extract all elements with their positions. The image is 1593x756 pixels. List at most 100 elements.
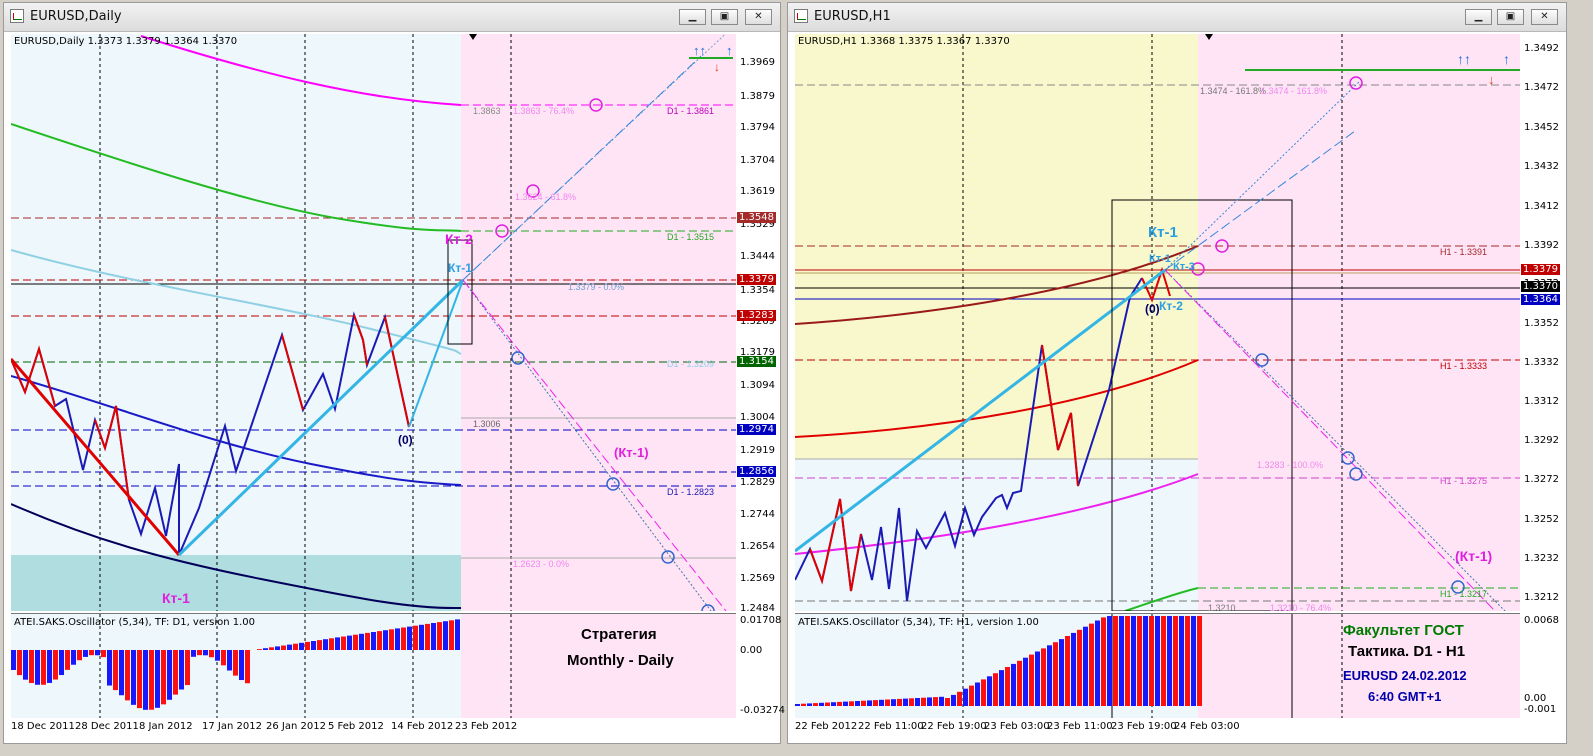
oscillator-bar	[1083, 626, 1088, 706]
price-axis-left[interactable]: 1.3969 1.3879 1.3794 1.3704 1.3619 1.352…	[737, 34, 782, 614]
symbol-date: EURUSD 24.02.2012	[1343, 668, 1467, 683]
oscillator-bar	[843, 701, 848, 706]
symbol-info: EURUSD,Daily 1.3373 1.3379 1.3364 1.3370	[14, 36, 238, 47]
oscillator-bar	[203, 650, 208, 656]
down-arrow-icon: ↓	[714, 60, 720, 74]
maximize-icon: ▣	[719, 11, 730, 22]
minimize-button[interactable]: ▁	[1465, 9, 1492, 25]
x-tick: 5 Feb 2012	[328, 721, 384, 732]
price-chart-left[interactable]: ↑↑ ↑ ↓ 1.3863 1.3863 - 76.4% D1 - 1.3861…	[11, 34, 736, 611]
oscillator-bar	[53, 650, 58, 680]
level-label: H1 - 1.3275	[1440, 476, 1487, 486]
oscillator-bar	[173, 650, 178, 695]
oscillator-bar	[879, 699, 884, 706]
faculty-title: Факультет ГОСТ	[1343, 622, 1464, 639]
close-button[interactable]: ✕	[745, 9, 772, 25]
oscillator-bar	[287, 644, 292, 650]
price-tag: 1.3364	[1521, 294, 1560, 305]
title-bar[interactable]: EURUSD,H1 ▁ ▣ ✕	[788, 3, 1566, 32]
close-button[interactable]: ✕	[1531, 9, 1558, 25]
oscillator-bar	[185, 650, 190, 686]
oscillator-bar	[455, 619, 460, 650]
oscillator-bar	[897, 698, 902, 706]
y-tick: 1.3232	[1524, 553, 1559, 564]
level-label: 1.3474 - 161.8%	[1200, 86, 1266, 96]
oscillator-bar	[1107, 616, 1112, 706]
y-tick: 1.3352	[1524, 318, 1559, 329]
oscillator-bar	[41, 650, 46, 685]
strategy-title: Стратегия	[581, 626, 657, 643]
chart-window-right[interactable]: EURUSD,H1 ▁ ▣ ✕	[787, 2, 1567, 744]
oscillator-bar	[939, 696, 944, 706]
time-axis-left[interactable]: 18 Dec 2011 28 Dec 2011 8 Jan 2012 17 Ja…	[11, 719, 736, 739]
oscillator-bar	[999, 670, 1004, 706]
oscillator-bar	[269, 647, 274, 650]
oscillator-bar	[873, 700, 878, 706]
close-icon: ✕	[754, 11, 763, 22]
price-chart-right[interactable]: ↑↑ ↑ ↓ 1.3474 - 161.8% 1.3474 - 161.8% H…	[795, 34, 1520, 611]
oscillator-pane-left[interactable]: ATEI.SAKS.Oscillator (5,34), TF: D1, ver…	[11, 613, 736, 718]
y-tick: 1.3332	[1524, 357, 1559, 368]
maximize-button[interactable]: ▣	[711, 9, 738, 25]
minimize-button[interactable]: ▁	[679, 9, 706, 25]
oscillator-bar	[1047, 645, 1052, 706]
time-label: 6:40 GMT+1	[1368, 689, 1442, 704]
level-label: 1.3210 - 76.4%	[1270, 603, 1331, 611]
oscillator-bar	[1119, 616, 1124, 706]
price-axis-right[interactable]: 1.3492 1.3472 1.3452 1.3432 1.3412 1.339…	[1521, 34, 1566, 611]
x-tick: 22 Feb 2012	[795, 721, 858, 732]
y-tick: 1.3179	[740, 347, 775, 358]
oscillator-bar	[365, 632, 370, 650]
oscillator-bar	[795, 704, 800, 706]
window-title: EURUSD,H1	[814, 9, 891, 24]
svg-text:↑↑: ↑↑	[693, 43, 706, 58]
oscillator-bar	[1023, 657, 1028, 706]
level-label: D1 - 1.3209	[667, 359, 714, 369]
y-tick: 1.3392	[1524, 240, 1559, 251]
oscillator-bar	[395, 628, 400, 650]
oscillator-bar	[311, 641, 316, 650]
oscillator-bar	[377, 631, 382, 650]
oscillator-bar	[125, 650, 130, 701]
oscillator-bar	[419, 624, 424, 650]
oscillator-bar	[71, 650, 76, 665]
oscillator-bar	[1035, 651, 1040, 706]
y-tick: 1.3969	[740, 57, 775, 68]
oscillator-bar	[341, 636, 346, 650]
oscillator-bar	[11, 650, 16, 670]
oscillator-bar	[1065, 636, 1070, 706]
maximize-button[interactable]: ▣	[1497, 9, 1524, 25]
x-tick: 14 Feb 2012	[391, 721, 454, 732]
oscillator-bar	[1113, 616, 1118, 706]
oscillator-bar	[431, 623, 436, 650]
level-label: D1 - 1.3515	[667, 232, 714, 242]
oscillator-bar	[915, 698, 920, 706]
oscillator-bar	[347, 635, 352, 650]
oscillator-bar	[1125, 616, 1130, 706]
annotation-kt2: Кт-2	[445, 231, 473, 247]
oscillator-bar	[1029, 654, 1034, 706]
oscillator-bar	[305, 641, 310, 650]
oscillator-bar	[47, 650, 52, 683]
oscillator-bar	[945, 698, 950, 706]
price-chart-svg: ↑↑ ↑ ↓ 1.3863 1.3863 - 76.4% D1 - 1.3861…	[11, 34, 736, 611]
chart-window-left[interactable]: EURUSD,Daily ▁ ▣ ✕	[3, 2, 785, 744]
oscillator-bar	[1197, 616, 1202, 706]
oscillator-bar	[987, 676, 992, 706]
oscillator-bar	[1173, 616, 1178, 706]
level-label: 1.3006	[473, 419, 501, 429]
osc-tick: 0.00	[740, 645, 763, 656]
oscillator-pane-right[interactable]: ATEI.SAKS.Oscillator (5,34), TF: H1, ver…	[795, 613, 1520, 718]
oscillator-bar	[401, 627, 406, 650]
level-label: 1.2623 - 0.0%	[513, 559, 569, 569]
osc-tick: 0.01708	[740, 615, 782, 626]
oscillator-bar	[975, 682, 980, 706]
y-tick: 1.3269	[740, 316, 775, 327]
time-axis-right[interactable]: 22 Feb 2012 22 Feb 11:00 22 Feb 19:00 23…	[795, 719, 1520, 739]
oscillator-bar	[1167, 616, 1172, 706]
x-tick: 18 Dec 2011	[11, 721, 75, 732]
price-tag: 1.3154	[737, 356, 776, 367]
annotation-kt1: Кт-1	[1149, 253, 1171, 265]
title-bar[interactable]: EURUSD,Daily ▁ ▣ ✕	[4, 3, 780, 32]
y-tick: 1.3619	[740, 186, 775, 197]
